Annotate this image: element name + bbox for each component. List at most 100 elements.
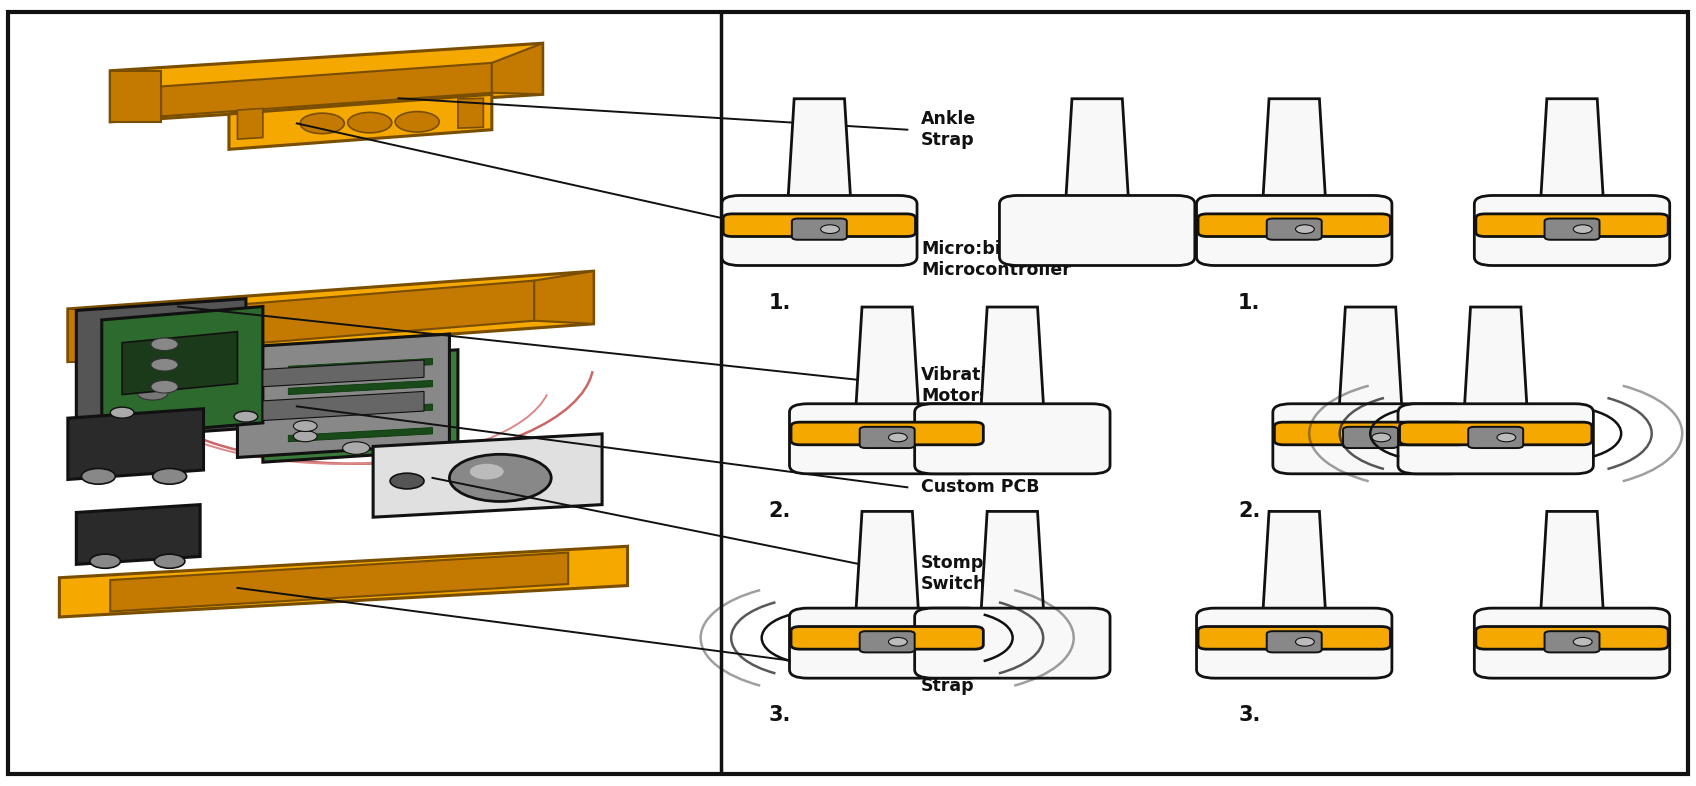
Circle shape bbox=[395, 112, 439, 132]
Polygon shape bbox=[127, 281, 534, 354]
Polygon shape bbox=[68, 271, 594, 362]
Circle shape bbox=[1296, 225, 1314, 233]
Circle shape bbox=[151, 380, 178, 393]
Polygon shape bbox=[76, 505, 200, 564]
Circle shape bbox=[137, 386, 168, 400]
FancyBboxPatch shape bbox=[790, 608, 985, 678]
FancyBboxPatch shape bbox=[1476, 214, 1669, 237]
FancyBboxPatch shape bbox=[790, 626, 984, 649]
FancyBboxPatch shape bbox=[860, 631, 914, 652]
FancyBboxPatch shape bbox=[1197, 214, 1391, 237]
FancyBboxPatch shape bbox=[1274, 422, 1467, 445]
FancyBboxPatch shape bbox=[1474, 196, 1669, 266]
Circle shape bbox=[151, 338, 178, 351]
Circle shape bbox=[1372, 433, 1391, 442]
Polygon shape bbox=[1338, 307, 1403, 421]
FancyBboxPatch shape bbox=[999, 196, 1194, 266]
Circle shape bbox=[293, 421, 317, 432]
FancyBboxPatch shape bbox=[1343, 427, 1398, 448]
Circle shape bbox=[1498, 433, 1516, 442]
Polygon shape bbox=[263, 391, 424, 421]
Text: 1.: 1. bbox=[768, 292, 790, 313]
Polygon shape bbox=[1262, 99, 1326, 212]
Text: Custom PCB: Custom PCB bbox=[921, 479, 1040, 496]
Text: Stomp
Switch: Stomp Switch bbox=[921, 554, 987, 593]
Polygon shape bbox=[980, 307, 1045, 421]
Polygon shape bbox=[980, 512, 1045, 625]
Polygon shape bbox=[110, 553, 568, 612]
Polygon shape bbox=[1540, 512, 1604, 625]
FancyBboxPatch shape bbox=[1267, 631, 1321, 652]
FancyBboxPatch shape bbox=[1545, 219, 1599, 240]
Circle shape bbox=[110, 407, 134, 418]
FancyBboxPatch shape bbox=[914, 608, 1111, 678]
Polygon shape bbox=[1065, 99, 1130, 212]
Polygon shape bbox=[102, 330, 220, 401]
Text: 2.: 2. bbox=[1238, 501, 1260, 521]
Polygon shape bbox=[787, 99, 851, 212]
Polygon shape bbox=[110, 43, 543, 122]
Circle shape bbox=[889, 637, 907, 646]
Circle shape bbox=[449, 454, 551, 501]
Circle shape bbox=[151, 358, 178, 371]
Text: 1.: 1. bbox=[1238, 292, 1260, 313]
FancyBboxPatch shape bbox=[722, 196, 918, 266]
Circle shape bbox=[90, 554, 120, 568]
Polygon shape bbox=[534, 271, 594, 324]
Polygon shape bbox=[237, 334, 449, 457]
Circle shape bbox=[300, 113, 344, 134]
Text: Micro:bit
Microcontroller: Micro:bit Microcontroller bbox=[921, 240, 1070, 279]
Circle shape bbox=[343, 442, 370, 454]
Circle shape bbox=[1296, 637, 1314, 646]
Polygon shape bbox=[855, 512, 919, 625]
Circle shape bbox=[348, 112, 392, 133]
Circle shape bbox=[293, 431, 317, 442]
FancyBboxPatch shape bbox=[1197, 196, 1392, 266]
FancyBboxPatch shape bbox=[1197, 608, 1392, 678]
Text: Ankle
Strap: Ankle Strap bbox=[921, 110, 977, 149]
Circle shape bbox=[390, 473, 424, 489]
Circle shape bbox=[1574, 637, 1593, 646]
Polygon shape bbox=[1464, 307, 1528, 421]
Polygon shape bbox=[855, 307, 919, 421]
Text: Shoe
Strap: Shoe Strap bbox=[921, 656, 975, 696]
Polygon shape bbox=[110, 71, 161, 122]
FancyBboxPatch shape bbox=[1398, 404, 1594, 474]
Polygon shape bbox=[288, 404, 432, 418]
Circle shape bbox=[137, 362, 168, 376]
Polygon shape bbox=[68, 409, 204, 479]
FancyBboxPatch shape bbox=[1272, 404, 1469, 474]
FancyBboxPatch shape bbox=[914, 404, 1111, 474]
Polygon shape bbox=[102, 307, 263, 436]
FancyBboxPatch shape bbox=[1469, 427, 1523, 448]
Polygon shape bbox=[492, 43, 543, 94]
Polygon shape bbox=[68, 309, 127, 362]
Polygon shape bbox=[458, 98, 483, 128]
Polygon shape bbox=[76, 299, 246, 440]
Circle shape bbox=[889, 433, 907, 442]
Circle shape bbox=[470, 464, 504, 479]
FancyBboxPatch shape bbox=[790, 422, 984, 445]
Circle shape bbox=[1574, 225, 1593, 233]
Text: 3.: 3. bbox=[1238, 705, 1260, 725]
FancyBboxPatch shape bbox=[722, 214, 916, 237]
FancyBboxPatch shape bbox=[792, 219, 846, 240]
Polygon shape bbox=[122, 332, 237, 395]
Polygon shape bbox=[263, 360, 424, 387]
Polygon shape bbox=[237, 108, 263, 139]
Circle shape bbox=[234, 411, 258, 422]
Polygon shape bbox=[288, 358, 432, 373]
Text: Vibration
Motors: Vibration Motors bbox=[921, 365, 1011, 405]
Circle shape bbox=[154, 554, 185, 568]
Text: 2.: 2. bbox=[768, 501, 790, 521]
FancyBboxPatch shape bbox=[1474, 608, 1669, 678]
FancyBboxPatch shape bbox=[1476, 626, 1669, 649]
FancyBboxPatch shape bbox=[790, 404, 985, 474]
Text: 3.: 3. bbox=[768, 705, 790, 725]
Polygon shape bbox=[161, 63, 492, 116]
FancyBboxPatch shape bbox=[1399, 422, 1593, 445]
Polygon shape bbox=[288, 380, 432, 395]
Circle shape bbox=[153, 468, 187, 484]
Circle shape bbox=[821, 225, 840, 233]
FancyBboxPatch shape bbox=[1197, 626, 1391, 649]
